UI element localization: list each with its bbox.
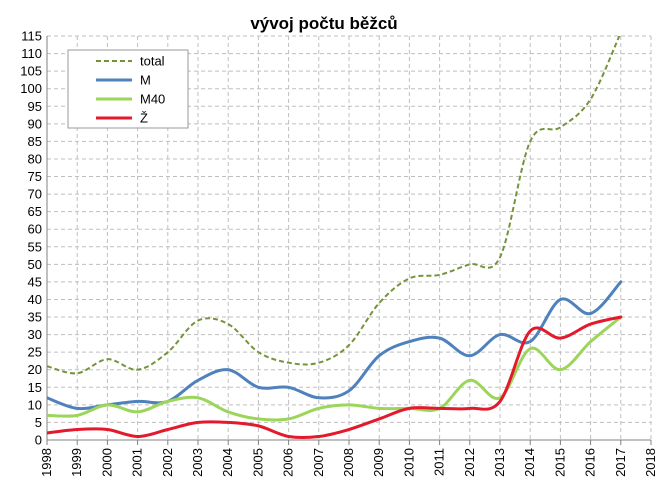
- y-tick-label: 105: [20, 64, 42, 79]
- x-tick-label: 2018: [643, 448, 658, 477]
- x-tick-label: 1998: [39, 448, 54, 477]
- x-tick-label: 2015: [552, 448, 567, 477]
- y-tick-label: 10: [28, 397, 42, 412]
- legend-label-total: total: [140, 54, 165, 69]
- y-tick-label: 115: [21, 29, 42, 44]
- y-tick-label: 80: [28, 151, 42, 166]
- series-line-total: [47, 36, 621, 375]
- x-tick-label: 2005: [250, 448, 265, 477]
- legend-label-Ž: Ž: [140, 111, 148, 126]
- y-tick-label: 50: [28, 257, 42, 272]
- x-tick-label: 2017: [613, 448, 628, 477]
- x-tick-label: 2000: [99, 448, 114, 477]
- series-line-M: [47, 280, 623, 411]
- y-tick-label: 15: [28, 380, 42, 395]
- legend: total M M40 Ž: [67, 49, 189, 129]
- y-tick-label: 75: [28, 169, 42, 184]
- x-tick-label: 2009: [371, 448, 386, 477]
- legend-label-M40: M40: [140, 92, 165, 107]
- legend-label-M: M: [140, 73, 151, 88]
- x-tick-label: 2012: [462, 448, 477, 477]
- y-tick-label: 30: [28, 327, 42, 342]
- y-tick-label: 95: [28, 99, 42, 114]
- y-tick-label: 5: [35, 415, 42, 430]
- chart-title: vývoj počtu běžců: [250, 14, 397, 33]
- series-line-Ž: [47, 315, 623, 440]
- x-tick-label: 2013: [492, 448, 507, 477]
- x-tick-label: 2002: [160, 448, 175, 477]
- legend-box: [67, 49, 189, 129]
- y-tick-label: 35: [28, 310, 42, 325]
- x-tick-label: 1999: [69, 448, 84, 477]
- x-tick-label: 2001: [130, 448, 145, 477]
- y-tick-label: 20: [28, 362, 42, 377]
- y-tick-label: 0: [35, 433, 42, 448]
- x-tick-label: 2010: [401, 448, 416, 477]
- y-tick-label: 85: [28, 134, 42, 149]
- y-tick-label: 70: [28, 187, 42, 202]
- y-tick-label: 100: [20, 81, 42, 96]
- x-tick-label: 2003: [190, 448, 205, 477]
- x-tick-label: 2016: [583, 448, 598, 477]
- x-tick-label: 2014: [522, 448, 537, 477]
- x-tick-label: 2011: [432, 448, 447, 476]
- y-tick-label: 45: [28, 274, 42, 289]
- x-tick-label: 2007: [311, 448, 326, 477]
- y-tick-label: 60: [28, 222, 42, 237]
- y-tick-label: 110: [21, 46, 42, 61]
- series-layer: [47, 36, 623, 440]
- x-tick-label: 2008: [341, 448, 356, 477]
- y-tick-label: 25: [28, 345, 42, 360]
- x-tick-label: 2004: [220, 448, 235, 477]
- y-tick-label: 40: [28, 292, 42, 307]
- y-tick-label: 65: [28, 204, 42, 219]
- y-tick-label: 90: [28, 116, 42, 131]
- x-tick-label: 2006: [281, 448, 296, 477]
- series-line-M40: [47, 315, 623, 422]
- axes: 0 5 10 15 20 25 30 35 40 45 50 55 60 65 70 75 80 85 90 95 10…: [20, 29, 658, 477]
- y-tick-label: 55: [28, 239, 42, 254]
